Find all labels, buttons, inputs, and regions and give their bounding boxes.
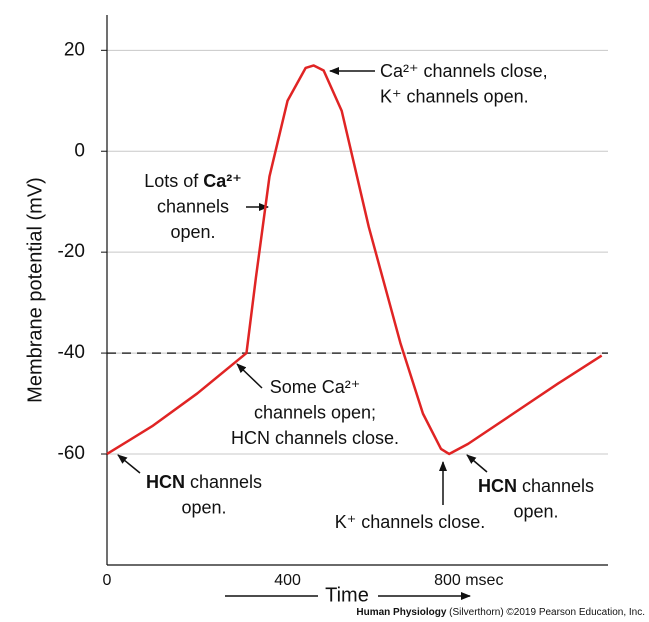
annotation: Lots of Ca²⁺ xyxy=(144,171,242,191)
annotation: HCN channels xyxy=(478,476,594,496)
text-run: channels xyxy=(157,196,229,216)
y-axis-label: Membrane potential (mV) xyxy=(24,177,46,403)
text-run: Human Physiology xyxy=(356,607,446,618)
text-run: HCN channels close. xyxy=(231,428,399,448)
arrow xyxy=(236,363,263,389)
x-axis-label: Time xyxy=(325,584,369,606)
text-run: Some Ca²⁺ xyxy=(270,377,361,397)
series-line xyxy=(106,64,603,456)
annotation: channels xyxy=(157,196,229,216)
annotation: open. xyxy=(513,501,558,521)
annotation: Some Ca²⁺ xyxy=(270,377,361,397)
text-run: Ca²⁺ xyxy=(203,171,242,191)
y-tick-label: -60 xyxy=(58,443,85,464)
x-tick-label: 0 xyxy=(103,572,112,589)
text-run: open. xyxy=(181,497,226,517)
text-run: channels xyxy=(517,476,594,496)
text-run: channels xyxy=(185,472,262,492)
y-tick-label: -20 xyxy=(58,241,85,262)
annotation: Ca²⁺ channels close, xyxy=(380,61,548,81)
arrow xyxy=(117,454,141,474)
y-tick-label: 0 xyxy=(74,140,85,161)
text-run: channels open; xyxy=(254,402,376,422)
annotation: K⁺ channels open. xyxy=(380,86,529,106)
text-run: K⁺ channels open. xyxy=(380,86,529,106)
text-run: open. xyxy=(170,222,215,242)
annotation-arrows xyxy=(117,67,488,600)
annotation: HCN channels close. xyxy=(231,428,399,448)
text-run: K⁺ channels close. xyxy=(335,512,486,532)
text-run: open. xyxy=(513,501,558,521)
credit: Human Physiology (Silverthorn) ©2019 Pea… xyxy=(356,607,645,618)
annotation: HCN channels xyxy=(146,472,262,492)
annotation: K⁺ channels close. xyxy=(335,512,486,532)
arrow xyxy=(466,454,488,473)
text-run: Lots of xyxy=(144,171,203,191)
annotation: channels open; xyxy=(254,402,376,422)
x-tick-label: 400 xyxy=(274,572,301,589)
text-run: Ca²⁺ channels close, xyxy=(380,61,548,81)
text-run: HCN xyxy=(146,472,185,492)
annotation: open. xyxy=(170,222,215,242)
text-run: HCN xyxy=(478,476,517,496)
text-run: (Silverthorn) ©2019 Pearson Education, I… xyxy=(446,607,645,618)
y-tick-label: -40 xyxy=(58,342,85,363)
annotation: open. xyxy=(181,497,226,517)
y-tick-label: 20 xyxy=(64,39,85,60)
x-tick-label: 800 msec xyxy=(434,572,503,589)
